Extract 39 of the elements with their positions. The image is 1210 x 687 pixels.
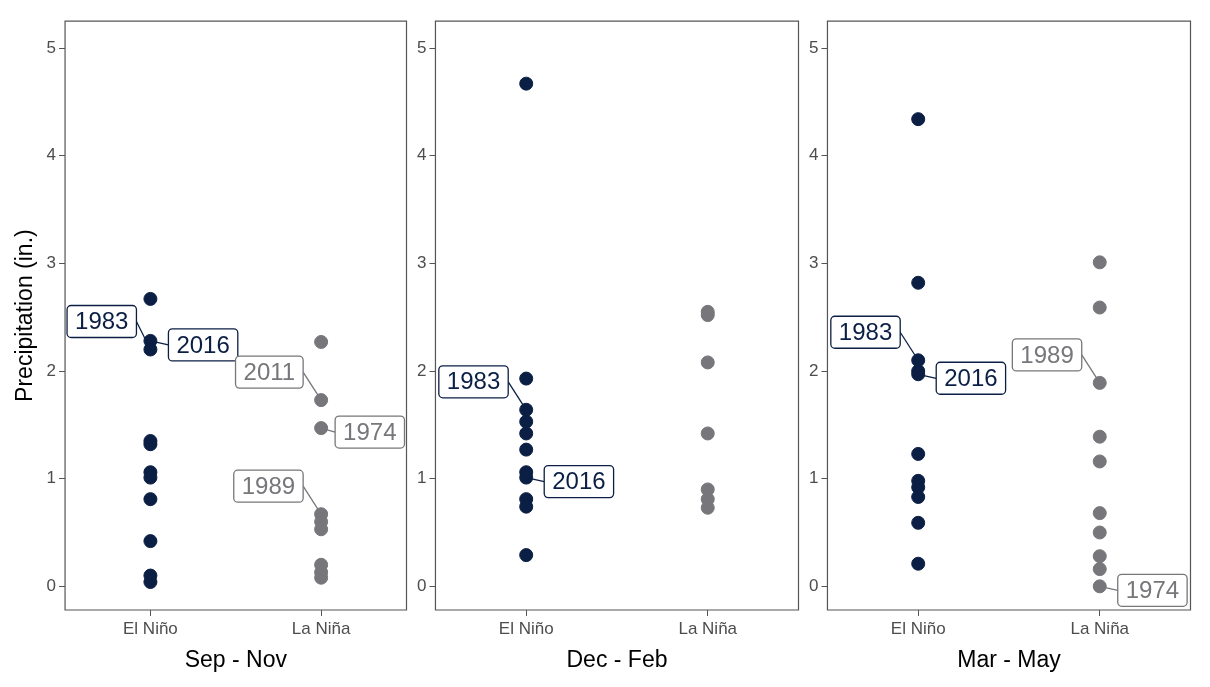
x-axis-title: Sep - Nov <box>184 645 288 672</box>
y-tick-label: 2 <box>416 360 427 380</box>
y-tick-label: 1 <box>416 468 427 488</box>
y-tick-label: 3 <box>808 253 819 273</box>
annotation: 1989 <box>241 471 296 499</box>
x-tick-label: La Niña <box>1070 618 1130 638</box>
y-tick-label: 4 <box>416 145 427 165</box>
y-tick-label: 5 <box>46 37 57 57</box>
y-tick-label: 0 <box>46 576 57 596</box>
x-tick-label: La Niña <box>291 618 351 638</box>
annotation: 1989 <box>1020 340 1074 368</box>
y-tick-label: 5 <box>808 37 819 57</box>
annotation: 2016 <box>552 467 606 495</box>
annotation: 1974 <box>343 417 397 445</box>
y-tick-label: 5 <box>416 37 427 57</box>
annotation: 2011 <box>243 357 296 385</box>
x-axis-title: Mar - May <box>957 645 1062 672</box>
annotation: 1974 <box>1125 575 1180 603</box>
x-tick-label: El Niño <box>890 618 946 638</box>
y-tick-label: 4 <box>46 145 57 165</box>
annotation: 2016 <box>944 363 998 391</box>
annotation: 1983 <box>838 317 893 345</box>
y-tick-label: 3 <box>46 253 57 273</box>
x-tick-label: La Niña <box>678 618 738 638</box>
y-axis-title: Precipitation (in.) <box>11 229 38 402</box>
annotation: 1983 <box>75 307 129 335</box>
y-tick-label: 1 <box>46 468 57 488</box>
x-tick-label: El Niño <box>123 618 178 638</box>
x-tick-label: El Niño <box>498 618 554 638</box>
y-tick-label: 3 <box>416 253 427 273</box>
y-tick-label: 2 <box>808 360 819 380</box>
annotation: 1983 <box>446 367 501 395</box>
y-tick-label: 2 <box>46 360 57 380</box>
x-axis-title: Dec - Feb <box>566 645 668 672</box>
y-tick-label: 1 <box>808 468 819 488</box>
y-tick-label: 4 <box>808 145 819 165</box>
annotation: 2016 <box>176 330 230 358</box>
y-tick-label: 0 <box>808 576 819 596</box>
y-tick-label: 0 <box>416 576 427 596</box>
